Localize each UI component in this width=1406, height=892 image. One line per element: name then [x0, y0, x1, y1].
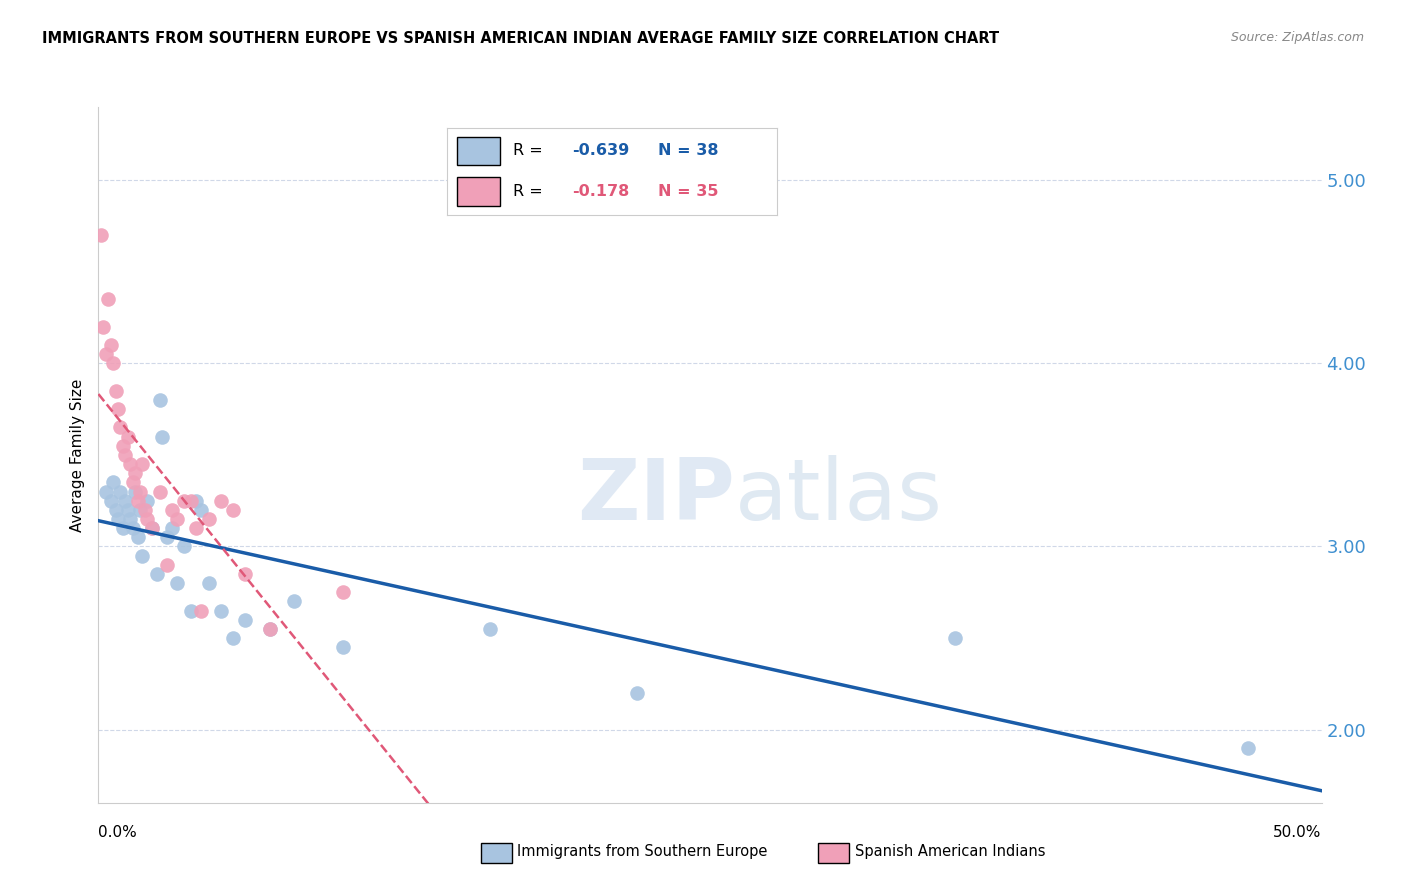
Text: 50.0%: 50.0% [1274, 825, 1322, 839]
Point [150, 429, 173, 443]
Point [283, 594, 305, 608]
Point [259, 622, 281, 636]
Point [114, 448, 136, 462]
Point [124, 484, 146, 499]
Point [129, 484, 152, 499]
Point [104, 384, 127, 398]
Point [127, 493, 149, 508]
Point [101, 356, 124, 370]
Point [332, 640, 354, 655]
Point [110, 420, 132, 434]
Point [114, 493, 136, 508]
Point [129, 503, 152, 517]
Point [222, 503, 245, 517]
Point [186, 493, 208, 508]
Point [94, 347, 117, 361]
Point [209, 603, 232, 617]
Point [107, 402, 129, 417]
Y-axis label: Average Family Size: Average Family Size [70, 378, 86, 532]
Point [943, 631, 966, 645]
Point [100, 493, 122, 508]
Point [156, 558, 179, 572]
Point [180, 603, 202, 617]
Point [121, 521, 143, 535]
Point [104, 503, 127, 517]
Point [107, 512, 129, 526]
Text: Immigrants from Southern Europe: Immigrants from Southern Europe [517, 845, 768, 859]
Point [146, 566, 169, 581]
Point [141, 521, 163, 535]
Point [131, 457, 153, 471]
Point [190, 603, 212, 617]
Point [166, 512, 188, 526]
Point [94, 484, 117, 499]
Point [190, 503, 212, 517]
Point [110, 484, 132, 499]
Point [90, 228, 112, 243]
Point [222, 631, 245, 645]
Point [197, 576, 219, 591]
Point [478, 622, 501, 636]
Point [136, 512, 159, 526]
Point [626, 686, 648, 700]
Point [186, 521, 208, 535]
Point [149, 484, 172, 499]
Point [136, 493, 159, 508]
Point [173, 493, 195, 508]
Point [259, 622, 281, 636]
Point [120, 512, 142, 526]
Point [100, 338, 122, 352]
Point [101, 475, 124, 490]
Text: ZIP: ZIP [576, 455, 734, 538]
Point [121, 475, 143, 490]
Point [209, 493, 232, 508]
Point [197, 512, 219, 526]
Point [166, 576, 188, 591]
Point [233, 566, 256, 581]
Point [160, 521, 183, 535]
Point [91, 319, 114, 334]
Point [117, 429, 139, 443]
Point [173, 540, 195, 554]
Text: IMMIGRANTS FROM SOUTHERN EUROPE VS SPANISH AMERICAN INDIAN AVERAGE FAMILY SIZE C: IMMIGRANTS FROM SOUTHERN EUROPE VS SPANI… [42, 31, 1000, 46]
Text: Source: ZipAtlas.com: Source: ZipAtlas.com [1230, 31, 1364, 45]
Point [111, 439, 134, 453]
Point [156, 530, 179, 544]
Point [127, 530, 149, 544]
Point [141, 521, 163, 535]
Point [149, 392, 172, 407]
Text: 0.0%: 0.0% [98, 825, 138, 839]
Point [332, 585, 354, 599]
Point [233, 613, 256, 627]
Point [1237, 740, 1260, 755]
Point [97, 293, 120, 307]
Point [124, 467, 146, 481]
Text: Spanish American Indians: Spanish American Indians [855, 845, 1045, 859]
Point [120, 457, 142, 471]
Point [111, 521, 134, 535]
Text: atlas: atlas [734, 455, 942, 538]
Point [134, 503, 156, 517]
Point [160, 503, 183, 517]
Point [180, 493, 202, 508]
Point [131, 549, 153, 563]
Point [117, 503, 139, 517]
